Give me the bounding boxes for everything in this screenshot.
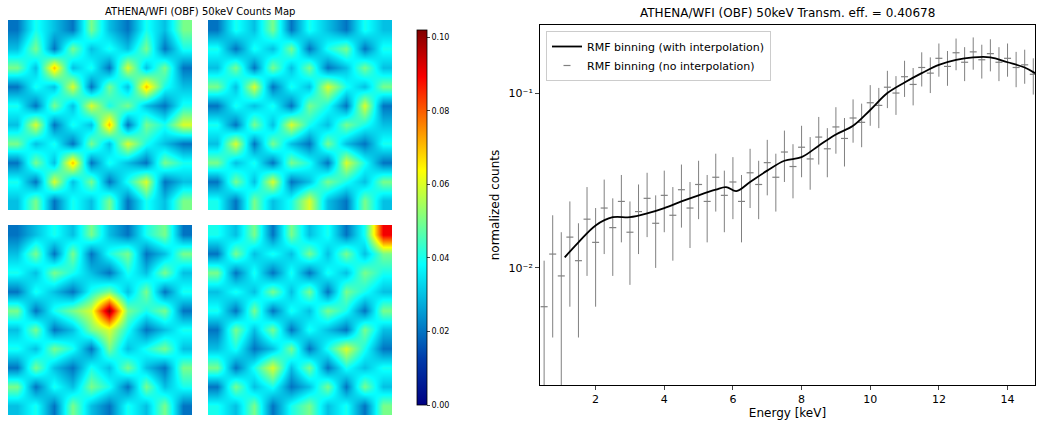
svg-text:normalized counts: normalized counts	[488, 150, 502, 261]
svg-text:0.08: 0.08	[432, 107, 450, 116]
svg-text:10⁻²: 10⁻²	[509, 262, 533, 275]
svg-text:12: 12	[932, 393, 946, 406]
svg-text:RMF binning (with interpolatio: RMF binning (with interpolation)	[587, 41, 764, 54]
svg-text:6: 6	[729, 393, 736, 406]
svg-text:0.02: 0.02	[432, 327, 450, 336]
svg-text:10: 10	[863, 393, 877, 406]
svg-text:4: 4	[661, 393, 668, 406]
svg-text:RMF binning (no interpolation): RMF binning (no interpolation)	[587, 60, 754, 73]
svg-text:0.00: 0.00	[432, 401, 450, 410]
svg-text:0.04: 0.04	[432, 254, 450, 263]
svg-text:10⁻¹: 10⁻¹	[509, 87, 533, 100]
svg-text:ATHENA/WFI (OBF) 50keV Transm.: ATHENA/WFI (OBF) 50keV Transm. eff. = 0.…	[640, 6, 935, 20]
svg-text:2: 2	[592, 393, 599, 406]
svg-text:ATHENA/WFI (OBF) 50keV Counts: ATHENA/WFI (OBF) 50keV Counts Map	[105, 6, 295, 17]
svg-text:14: 14	[1001, 393, 1015, 406]
svg-text:8: 8	[798, 393, 805, 406]
svg-text:0.10: 0.10	[432, 33, 450, 42]
svg-text:0.06: 0.06	[432, 180, 450, 189]
svg-text:Energy [keV]: Energy [keV]	[749, 406, 826, 420]
